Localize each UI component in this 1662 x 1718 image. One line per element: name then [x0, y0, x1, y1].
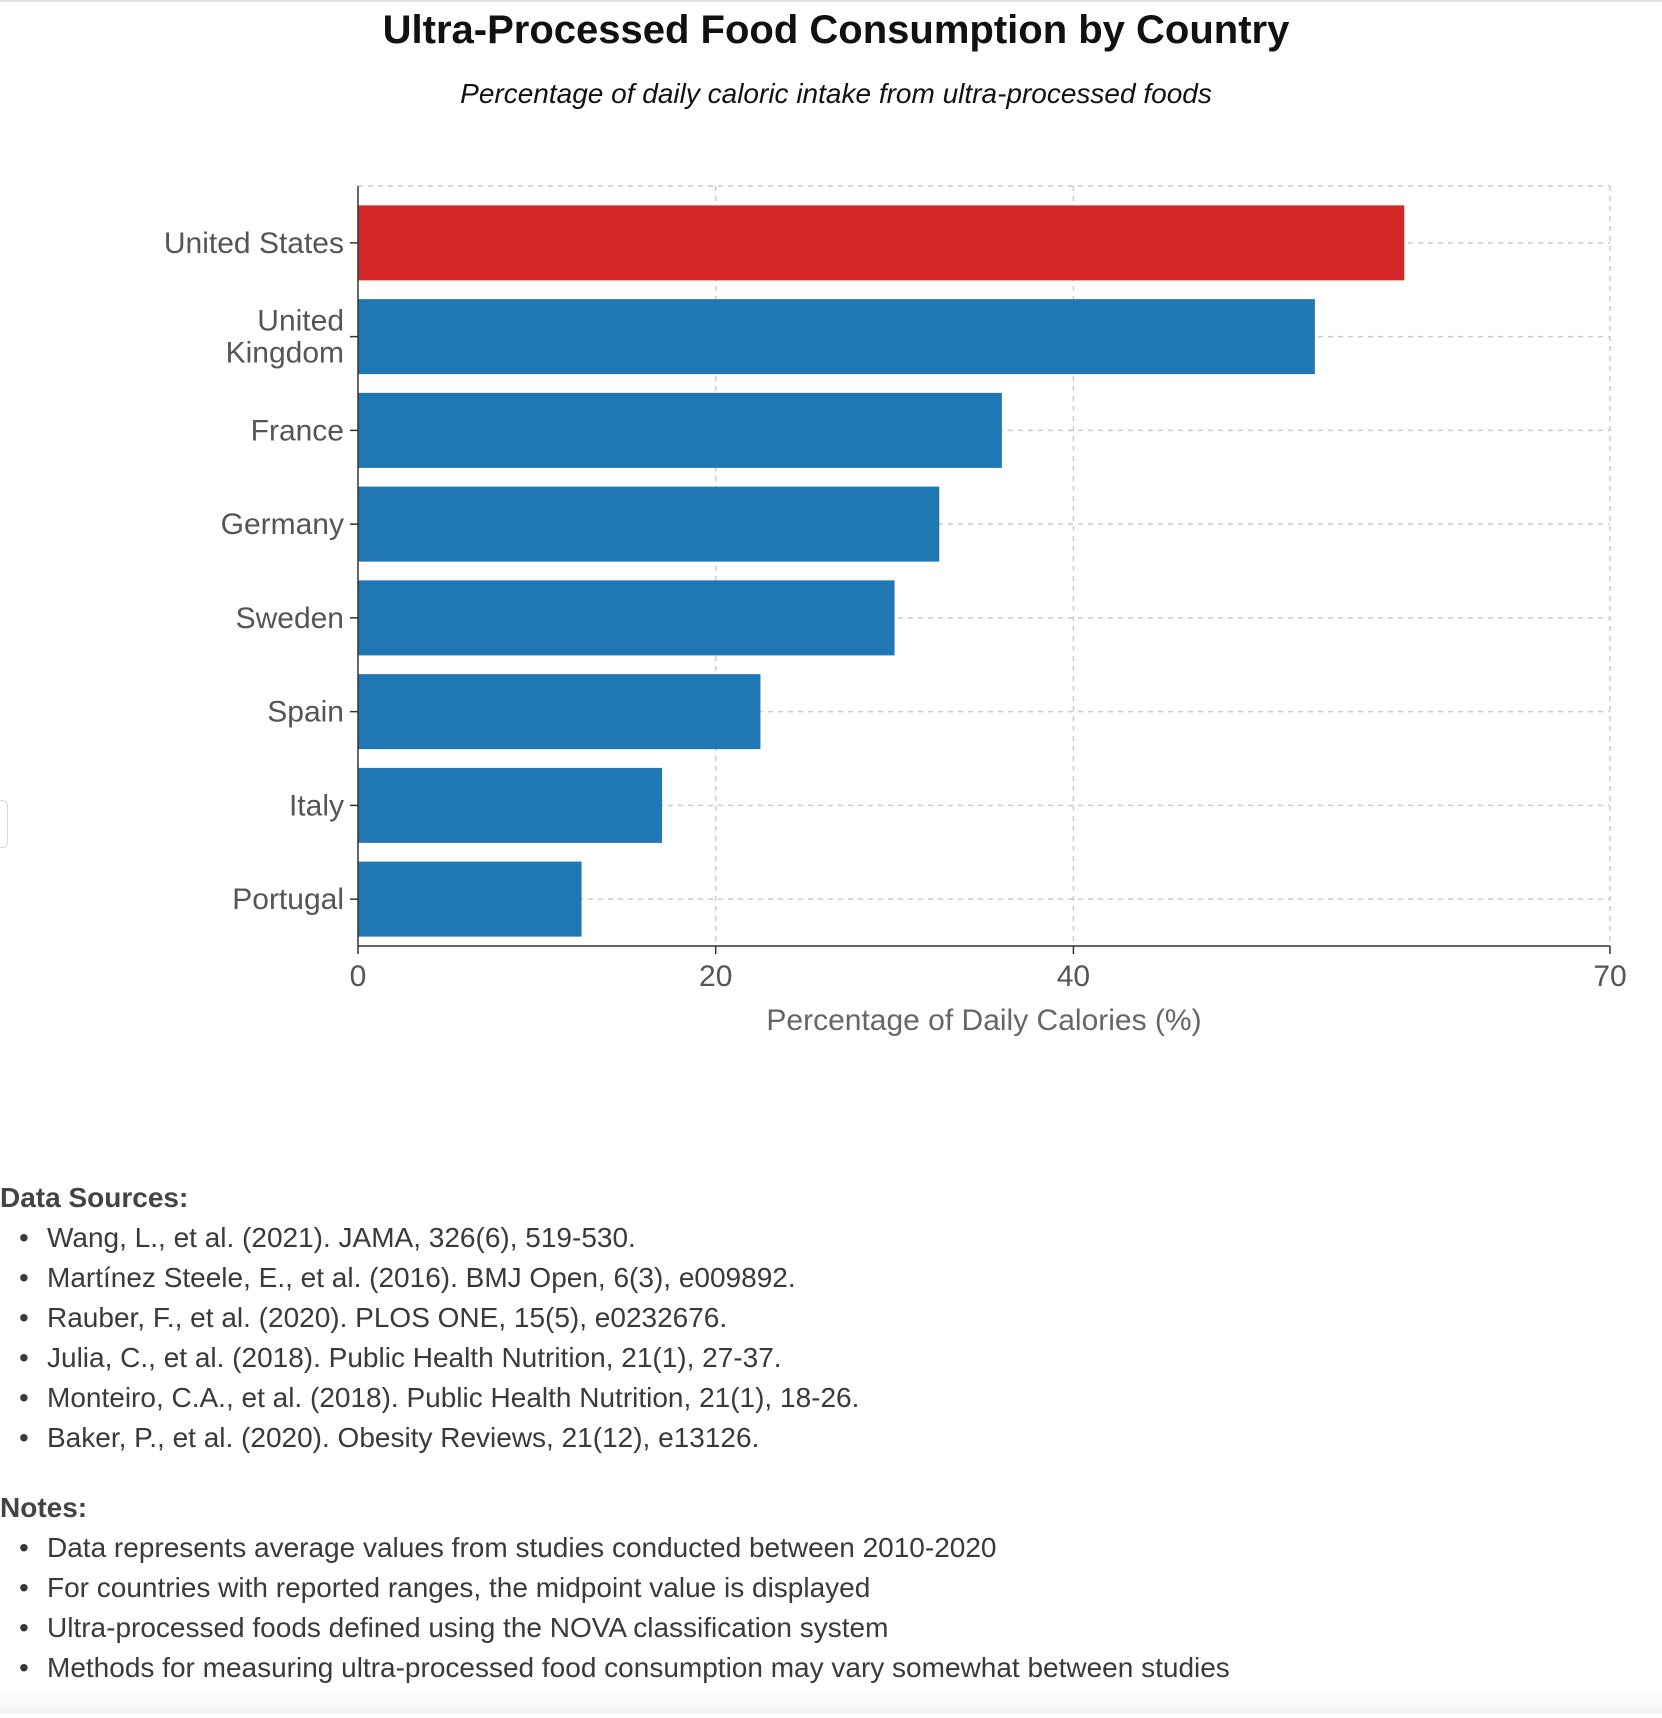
top-divider	[0, 0, 1662, 2]
note-item: For countries with reported ranges, the …	[0, 1568, 1640, 1608]
chart-title: Ultra-Processed Food Consumption by Coun…	[382, 8, 1290, 52]
x-tick-label: 20	[699, 960, 732, 993]
source-item: Wang, L., et al. (2021). JAMA, 326(6), 5…	[0, 1218, 1640, 1258]
chart-subtitle: Percentage of daily caloric intake from …	[460, 78, 1212, 109]
note-item: Data represents average values from stud…	[0, 1528, 1640, 1568]
y-tick-label: France	[251, 414, 344, 447]
y-tick-label: Spain	[267, 696, 344, 729]
x-axis-title: Percentage of Daily Calories (%)	[766, 1004, 1201, 1037]
notes-heading: Notes:	[0, 1492, 88, 1523]
bar	[358, 767, 663, 843]
source-item: Rauber, F., et al. (2020). PLOS ONE, 15(…	[0, 1298, 1640, 1338]
bar-chart: 0 20 40 70 United States United Kingdom France G…	[164, 185, 1627, 1037]
bar	[358, 674, 761, 750]
y-tick-label: Portugal	[232, 883, 344, 916]
y-tick-label: United Kingdom	[226, 305, 344, 370]
bar	[358, 580, 895, 656]
x-tick-label: 0	[350, 960, 367, 993]
sources-heading: Data Sources:	[0, 1182, 189, 1213]
y-tick-label: Germany	[221, 508, 344, 541]
source-item: Julia, C., et al. (2018). Public Health …	[0, 1338, 1640, 1378]
source-item: Monteiro, C.A., et al. (2018). Public He…	[0, 1378, 1640, 1418]
notes-list: Data represents average values from stud…	[0, 1528, 1640, 1688]
bar	[358, 392, 1002, 468]
bar	[358, 299, 1315, 375]
side-panel-handle[interactable]	[0, 800, 8, 848]
notes-area: Data Sources: Wang, L., et al. (2021). J…	[0, 1178, 1640, 1718]
bottom-edge	[0, 1690, 1662, 1714]
source-item: Martínez Steele, E., et al. (2016). BMJ …	[0, 1258, 1640, 1298]
x-tick-label: 70	[1593, 960, 1626, 993]
x-tick-label: 40	[1057, 960, 1090, 993]
bar	[358, 486, 940, 562]
y-tick-label: Sweden	[236, 602, 344, 635]
y-tick-label: United States	[164, 227, 344, 260]
y-tick-label: Italy	[289, 789, 344, 822]
source-item: Baker, P., et al. (2020). Obesity Review…	[0, 1418, 1640, 1458]
bar	[358, 205, 1405, 281]
bar	[358, 861, 582, 937]
axes: 0 20 40 70 United States United Kingdom France G…	[164, 186, 1627, 993]
note-item: Methods for measuring ultra-processed fo…	[0, 1648, 1640, 1688]
sources-list: Wang, L., et al. (2021). JAMA, 326(6), 5…	[0, 1218, 1640, 1458]
note-item: Ultra-processed foods defined using the …	[0, 1608, 1640, 1648]
bars	[358, 205, 1405, 937]
